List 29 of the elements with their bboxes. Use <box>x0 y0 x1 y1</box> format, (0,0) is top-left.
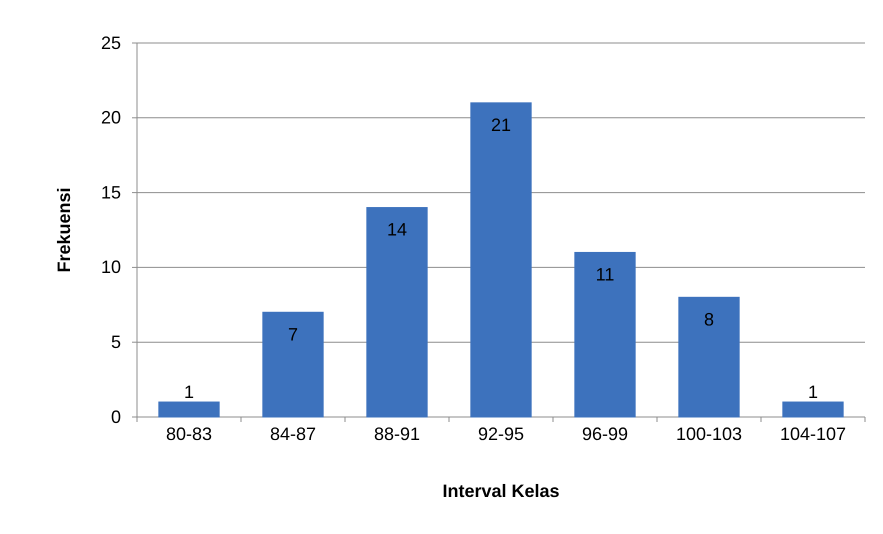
x-tick-label: 88-91 <box>374 424 420 444</box>
data-label: 8 <box>704 309 714 330</box>
x-tick-label: 104-107 <box>780 424 846 444</box>
bar <box>470 102 532 418</box>
y-tick-label: 20 <box>100 108 121 128</box>
y-tick-label: 5 <box>110 332 121 352</box>
data-label: 14 <box>386 220 408 240</box>
data-label: 21 <box>490 114 512 135</box>
y-tick-label: 0 <box>110 406 121 427</box>
data-label: 11 <box>596 264 614 284</box>
data-label: 1 <box>184 382 194 402</box>
x-tick-label: 96-99 <box>582 424 628 444</box>
bar <box>158 402 220 418</box>
bar <box>678 296 740 418</box>
data-label: 1 <box>808 382 818 402</box>
y-tick-label: 15 <box>100 182 121 202</box>
bar <box>574 252 636 418</box>
bar <box>782 402 844 418</box>
bar <box>366 207 428 418</box>
y-tick-label: 10 <box>100 257 121 278</box>
data-label: 7 <box>288 324 298 344</box>
y-tick-label: 25 <box>100 32 121 53</box>
x-axis-title: Interval Kelas <box>442 481 560 501</box>
bar <box>262 312 324 418</box>
x-tick-label: 84-87 <box>270 424 316 444</box>
y-axis-title: Frekuensi <box>54 187 74 273</box>
x-tick-label: 92-95 <box>478 424 524 444</box>
x-tick-label: 100-103 <box>676 424 742 444</box>
x-tick-label: 80-83 <box>166 424 212 444</box>
